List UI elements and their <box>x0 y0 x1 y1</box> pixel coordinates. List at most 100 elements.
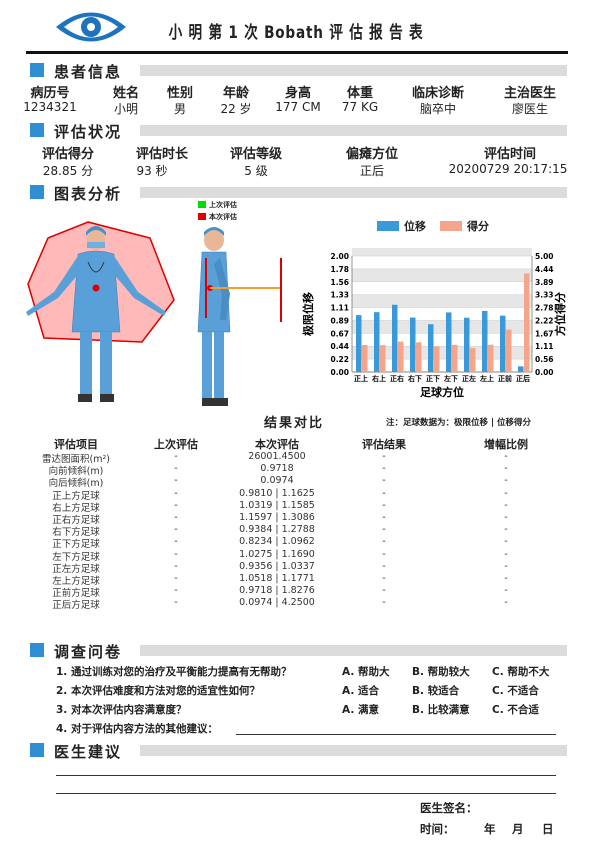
results-cell: - <box>382 548 386 560</box>
y-tick-label: 2.00 <box>330 252 349 261</box>
legend-current-label: 本次评估 <box>209 213 237 221</box>
results-row-label: 正前方足球 <box>52 588 100 600</box>
results-cell: - <box>174 524 178 536</box>
day-label: 日 <box>542 822 554 836</box>
bar-score <box>434 346 440 372</box>
results-row-label: 正左方足球 <box>52 563 100 575</box>
month-label: 月 <box>512 822 524 836</box>
results-cell: - <box>174 451 178 462</box>
bar-displacement <box>518 366 524 372</box>
section-bar <box>140 125 567 136</box>
survey-option[interactable]: B. 比较满意 <box>412 704 470 716</box>
results-cell: - <box>504 536 508 548</box>
bar-score <box>488 344 494 372</box>
results-header: 增幅比例 <box>484 438 528 451</box>
assessment-value: 28.85 分 <box>42 164 94 178</box>
results-cell: - <box>382 573 386 584</box>
results-cell: - <box>174 585 178 597</box>
survey-option[interactable]: A. 适合 <box>342 685 379 697</box>
results-header: 评估项目 <box>54 438 98 451</box>
results-row-label: 正上方足球 <box>52 490 100 502</box>
legend-current-swatch <box>198 213 206 220</box>
results-row-label: 左下方足球 <box>52 551 100 563</box>
time-label: 时间： <box>420 822 455 836</box>
patient-header: 临床诊断 <box>411 86 464 101</box>
results-cell: 0.0974 | 4.2500 <box>239 597 315 609</box>
survey-question: 3. 对本次评估内容满意度？ <box>56 704 187 716</box>
results-cell: - <box>174 597 178 609</box>
results-cell: 0.8234 | 1.0962 <box>239 536 315 548</box>
section-marker <box>30 743 44 757</box>
results-cell: 0.9718 | 1.8276 <box>239 585 315 597</box>
section-bar <box>140 745 567 756</box>
results-cell: - <box>382 475 386 487</box>
survey-option[interactable]: A. 满意 <box>342 704 379 716</box>
assessment-value: 5 级 <box>244 164 268 178</box>
survey-option[interactable]: A. 帮助大 <box>342 666 390 678</box>
results-cell: - <box>382 585 386 597</box>
assessment-header: 评估时长 <box>135 147 188 162</box>
bar-score <box>524 273 530 372</box>
survey-question: 2. 本次评估难度和方法对您的适宜性如何？ <box>56 685 260 697</box>
y-tick-label: 1.78 <box>330 265 349 274</box>
y2-tick-label: 4.44 <box>535 265 554 274</box>
survey-option[interactable]: C. 帮助不大 <box>492 666 550 678</box>
survey-option[interactable]: C. 不适合 <box>492 685 539 697</box>
results-cell: 1.0518 | 1.1771 <box>239 573 315 584</box>
bar-chart: 0.00 0.00 0.22 0.56 0.44 1.11 0.67 1.67 0.89 2.22… <box>301 248 567 399</box>
survey-option[interactable]: C. 不合适 <box>492 704 539 716</box>
results-cell: - <box>504 512 508 523</box>
patient-header: 病历号 <box>30 86 70 101</box>
bar-score <box>362 345 368 372</box>
section-marker <box>30 63 44 77</box>
results-cell: - <box>382 451 386 462</box>
suggestion-input-line[interactable] <box>236 734 556 735</box>
results-cell: 0.9810 | 1.1625 <box>239 487 315 499</box>
bar-displacement <box>464 317 470 372</box>
results-cell: - <box>174 560 178 572</box>
center-of-pressure-marker <box>92 284 100 292</box>
legend-last-label: 上次评估 <box>209 201 237 209</box>
results-cell: - <box>504 499 508 511</box>
results-row-label: 向后倾斜(m) <box>48 478 104 490</box>
assessment-header: 评估时间 <box>483 147 536 162</box>
results-cell: - <box>382 597 386 609</box>
assessment-value: 20200729 20:17:15 <box>448 162 568 176</box>
bar-score <box>452 344 458 372</box>
survey-option[interactable]: B. 帮助较大 <box>412 666 470 678</box>
results-note: 注：足球数据为：极限位移 | 位移得分 <box>386 418 532 428</box>
results-cell: - <box>382 560 386 572</box>
report-title: 小 明 第 1 次 Bobath 评 估 报 告 表 <box>168 23 424 43</box>
section-bar <box>140 645 567 656</box>
results-cell: - <box>504 585 508 597</box>
results-cell: 0.9718 <box>260 463 294 475</box>
y-axis-label: 极限位移 <box>301 292 315 336</box>
results-cell: 0.0974 <box>260 475 294 487</box>
assessment-header: 偏瘫方位 <box>345 147 398 162</box>
results-cell: - <box>382 512 386 523</box>
results-cell: - <box>174 548 178 560</box>
results-header: 上次评估 <box>154 438 198 451</box>
advice-line[interactable] <box>56 793 556 794</box>
x-tick-label: 正下 <box>426 375 440 383</box>
bar-displacement <box>410 317 416 372</box>
x-tick-label: 正前 <box>498 374 512 383</box>
results-cell: - <box>504 524 508 536</box>
advice-line[interactable] <box>56 775 556 776</box>
charts-section-title: 图表分析 <box>54 185 123 203</box>
results-row-label: 正后方足球 <box>52 600 100 612</box>
signature-label: 医生签名： <box>420 801 478 815</box>
assessment-value: 93 秒 <box>136 164 168 178</box>
section-bar <box>140 187 567 198</box>
patient-value: 廖医生 <box>511 102 548 116</box>
results-cell: - <box>504 463 508 475</box>
patient-header: 性别 <box>166 86 193 101</box>
y-tick-label: 0.00 <box>330 368 349 377</box>
survey-option[interactable]: B. 较适合 <box>412 685 460 697</box>
survey-question: 4. 对于评估内容方法的其他建议： <box>56 723 218 735</box>
y-tick-label: 1.11 <box>330 304 349 313</box>
bar-displacement <box>500 315 506 372</box>
results-cell: - <box>174 499 178 511</box>
patient-value: 177 CM <box>275 100 321 114</box>
section-marker <box>30 123 44 137</box>
